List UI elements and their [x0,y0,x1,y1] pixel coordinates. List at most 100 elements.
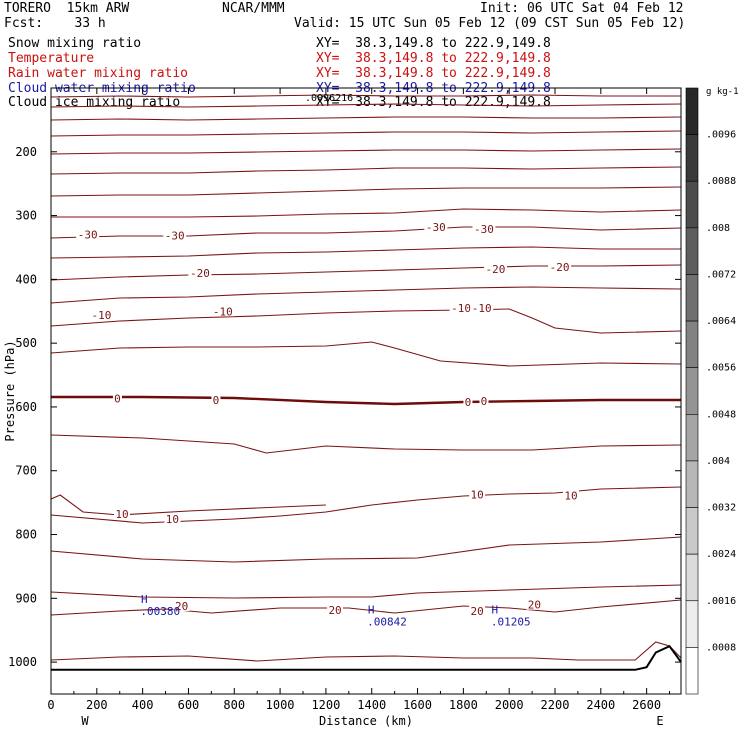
contour-label-bg [173,599,190,611]
contour-label: 0 [465,396,472,409]
field-snow-name: Snow mixing ratio [8,36,142,51]
contour-label-bg [211,393,221,405]
x-tick-label: 1600 [403,698,432,712]
x-tick-label: 1000 [266,698,295,712]
isotherm-line [50,186,682,197]
contour-label: 0 [114,393,121,406]
contour-label: -20 [550,261,570,274]
contour-label-bg [449,302,473,314]
contour-label: -10 [213,305,233,318]
x-tick-label: 2200 [541,698,570,712]
x-tick-label: 200 [86,698,108,712]
contour-label: 20 [175,600,188,613]
y-tick-label: 900 [15,591,37,605]
x-tick-label: 1400 [357,698,386,712]
colorbar-segment [685,647,699,695]
colorbar-label: .008 [706,223,730,234]
contour-label-bg [463,395,473,407]
x-tick-label: 400 [132,698,154,712]
isotherm-line [50,494,326,516]
field-rain-name: Rain water mixing ratio [8,66,189,81]
colorbar-segment [685,507,699,555]
contour-label-bg [470,302,494,314]
contour-label-bg [472,222,496,234]
colorbar-label: .0064 [706,316,736,327]
contour-label-bg [211,305,235,317]
y-tick-label: 1000 [8,655,37,669]
colorbar-segment [685,414,699,462]
isotherm-line [50,434,682,454]
contour-label-bg [76,228,100,240]
contour-label: 10 [166,513,179,526]
x-tick-label: 1200 [311,698,340,712]
y-tick-label: 200 [15,145,37,159]
isotherm-line [50,94,681,98]
contour-labels: -30 -30-30 -30-20 -20 -20-10 -10 -10 -100 0 0 010 1… [76,221,580,618]
contour-label-bg [112,392,122,404]
colorbar-segment [685,367,699,415]
contour-label-bg [424,221,448,233]
plot-border [50,87,682,695]
y-tick-label: 300 [15,209,37,223]
colorbar-label: .0024 [706,549,736,560]
contour-label: 0 [213,394,220,407]
contour-label: 0 [481,395,488,408]
contour-label: 10 [564,490,577,503]
field-snow-xy: XY= 38.3,149.8 to 222.9,149.8 [316,36,551,51]
colorbar-units: g kg-1 [706,87,739,97]
isotherm-line [51,208,682,218]
contour-label: 10 [470,488,483,501]
x-tick-label: 2000 [495,698,524,712]
y-tick-label: 500 [15,336,37,350]
x-axis-title: Distance (km) [319,714,413,728]
isotherm-line [50,341,682,367]
colorbar-segment [685,134,699,182]
isotherm-line [50,148,682,155]
colorbar-label: .0048 [706,409,736,420]
x-tick-label: 0 [47,698,54,712]
y-axis-title: Pressure (hPa) [3,340,17,441]
colorbar-label: .0088 [706,176,736,187]
colorbar-segment [685,227,699,275]
contour-label: -10 [91,309,111,322]
colorbar-label: .0008 [706,642,736,653]
terrain-line [51,644,682,671]
valid-time: Valid: 15 UTC Sun 05 Feb 12 (09 CST Sun … [294,16,686,31]
colorbar-segment [685,180,699,229]
contour-label-bg [548,261,572,273]
x-tick-label: 2600 [632,698,661,712]
contour-label: 20 [328,604,341,617]
colorbar-label: .0096 [706,130,736,141]
colorbar-label: .0032 [706,503,736,514]
isotherm-line [50,103,682,108]
isotherm-line [50,536,682,563]
cloud-high-mark: H [368,604,375,617]
contour-label: -30 [78,229,98,242]
x-tick-label: 1800 [449,698,478,712]
plot-frame [50,87,682,695]
contour-label-bg [114,508,131,520]
y-tick-label: 600 [15,400,37,414]
axes: 0 200 400 600 800 1000 1200 1400 1600 1800 2000 220… [3,88,681,728]
contour-label-bg [563,489,580,501]
colorbar-segment [685,87,699,135]
temperature-contours [50,94,682,671]
y-tick-label: 700 [15,464,37,478]
cloud-high-mark: H [141,593,148,606]
colorbar-segment [685,460,699,508]
field-temperature-xy: XY= 38.3,149.8 to 222.9,149.8 [316,51,551,66]
contour-label: 20 [528,599,541,612]
colorbar-segment [685,553,699,602]
cloud-high-mark: H [492,604,499,617]
colorbar-label: .0016 [706,596,736,607]
isotherm-line [50,116,682,121]
contour-label: -30 [474,223,494,236]
contour-label: 20 [470,605,483,618]
contour-label-bg [479,395,489,407]
contour-label-bg [526,598,543,610]
isotherm-line [50,226,682,239]
isotherm-line [50,308,682,334]
contour-label-bg [483,263,507,275]
